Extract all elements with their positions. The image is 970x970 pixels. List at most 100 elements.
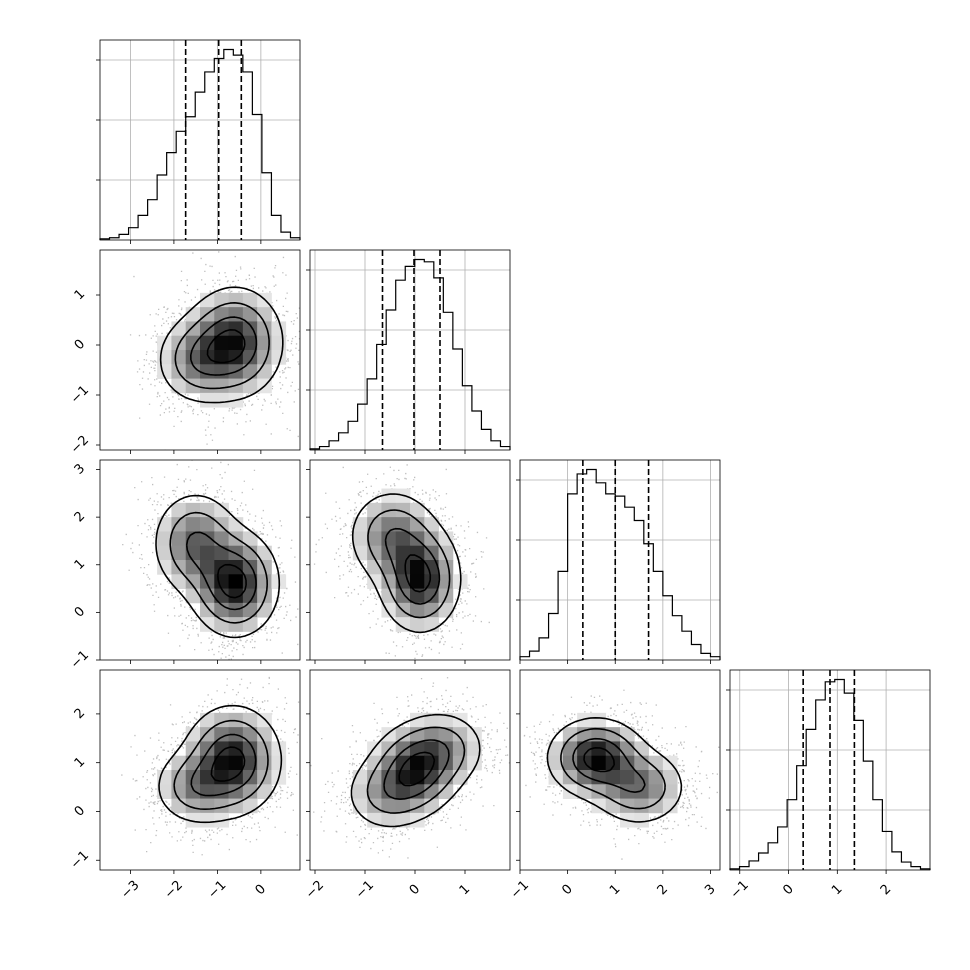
density-cell xyxy=(214,574,229,589)
contour-1-3-3 xyxy=(398,751,436,787)
density-cell xyxy=(200,812,215,828)
density-cell xyxy=(200,378,215,394)
scatter-panel-0-2 xyxy=(96,459,301,664)
density-cell xyxy=(271,755,287,771)
density-cell xyxy=(467,741,482,757)
density-cell xyxy=(410,560,425,575)
density-cell xyxy=(634,812,649,828)
contour-1-2-2 xyxy=(384,527,441,605)
density-cell xyxy=(410,755,425,771)
x-tick-label-1-2: 0 xyxy=(407,882,423,898)
density-cell xyxy=(228,335,244,351)
density-cell xyxy=(171,502,187,518)
density-cell xyxy=(185,560,201,575)
y-tick-label-3-0: −1 xyxy=(68,848,92,872)
density-cell xyxy=(157,350,172,365)
density-cell xyxy=(200,321,215,337)
density-cell xyxy=(410,574,425,589)
density-cell xyxy=(438,560,454,575)
density-cell xyxy=(257,727,272,742)
density-cell xyxy=(438,602,454,618)
density-cell xyxy=(410,602,425,618)
density-cell xyxy=(214,517,229,532)
density-cell xyxy=(467,727,482,742)
x-tick-label-3-3: 2 xyxy=(878,882,894,898)
density-cell xyxy=(577,712,592,728)
density-cell xyxy=(242,531,258,547)
y-tick-label-2-2: 1 xyxy=(72,557,88,573)
density-cell xyxy=(214,755,229,771)
y-tick-label-1-3: 1 xyxy=(72,287,88,303)
density-cell xyxy=(185,798,201,814)
density-cell xyxy=(242,784,258,799)
density-cell xyxy=(352,517,368,532)
x-tick-label-1-1: −1 xyxy=(353,878,377,902)
contour-0-3-1 xyxy=(173,719,269,810)
density-cell xyxy=(214,350,229,365)
density-cell xyxy=(634,784,649,799)
y-tick-label-2-3: 2 xyxy=(72,509,88,525)
density-cell xyxy=(620,784,635,799)
density-cell xyxy=(157,545,172,561)
y-tick-label-3-3: 2 xyxy=(72,706,88,722)
density-cell xyxy=(367,755,382,771)
density-cell xyxy=(228,602,244,618)
density-cell xyxy=(634,755,649,771)
density-cell xyxy=(367,784,382,799)
density-cell xyxy=(242,617,258,632)
density-cell xyxy=(395,531,411,547)
density-cell xyxy=(257,741,272,757)
density-cell xyxy=(648,770,664,785)
contour-0-2-1 xyxy=(169,511,268,624)
density-cell xyxy=(381,588,397,604)
contour-2-3-0 xyxy=(546,717,683,823)
density-cell xyxy=(185,727,201,742)
scatter-frame-0-1 xyxy=(99,249,301,451)
contour-0-2-3 xyxy=(217,563,247,599)
contour-1-3-1 xyxy=(366,726,466,814)
density-cell xyxy=(438,741,454,757)
density-cell xyxy=(620,741,635,757)
hist-frame-0 xyxy=(99,39,301,241)
density-cell xyxy=(214,741,229,757)
density-cell xyxy=(381,517,397,532)
density-cell xyxy=(395,784,411,799)
density-cell xyxy=(242,335,258,351)
hist-frame-1 xyxy=(309,249,511,451)
x-tick-label-2-4: 3 xyxy=(702,882,718,898)
density-cell xyxy=(242,545,258,561)
density-cell xyxy=(214,531,229,547)
density-cell xyxy=(410,784,425,799)
density-cell xyxy=(438,574,454,589)
density-cell xyxy=(634,798,649,814)
y-tick-label-2-1: 0 xyxy=(72,604,88,620)
x-tick-label-2-0: −1 xyxy=(508,878,532,902)
density-cell xyxy=(200,545,215,561)
density-cell xyxy=(242,307,258,322)
density-cell xyxy=(242,560,258,575)
x-tick-label-1-3: 1 xyxy=(457,882,473,898)
density-cell xyxy=(171,378,187,394)
density-cell xyxy=(185,364,201,379)
density-cell xyxy=(200,602,215,618)
density-cell xyxy=(200,560,215,575)
density-cell xyxy=(214,545,229,561)
density-cell xyxy=(395,770,411,785)
x-tick-label-3-1: 0 xyxy=(780,882,796,898)
density-cell xyxy=(648,784,664,799)
density-cell xyxy=(214,784,229,799)
density-cell xyxy=(381,488,397,504)
density-cell xyxy=(200,798,215,814)
scatter-panel-1-3 xyxy=(306,669,511,874)
density-cell xyxy=(242,755,258,771)
scatter-frame-2-3 xyxy=(519,669,721,871)
density-cell xyxy=(410,727,425,742)
contour-0-1-0 xyxy=(159,286,284,404)
histogram-panel-1 xyxy=(306,249,511,454)
x-tick-label-0-3: 0 xyxy=(253,882,269,898)
y-tick-label-2-0: −1 xyxy=(68,648,92,672)
density-cell xyxy=(185,812,201,828)
contour-1-3-0 xyxy=(350,713,481,828)
histogram-step-2 xyxy=(519,468,721,660)
